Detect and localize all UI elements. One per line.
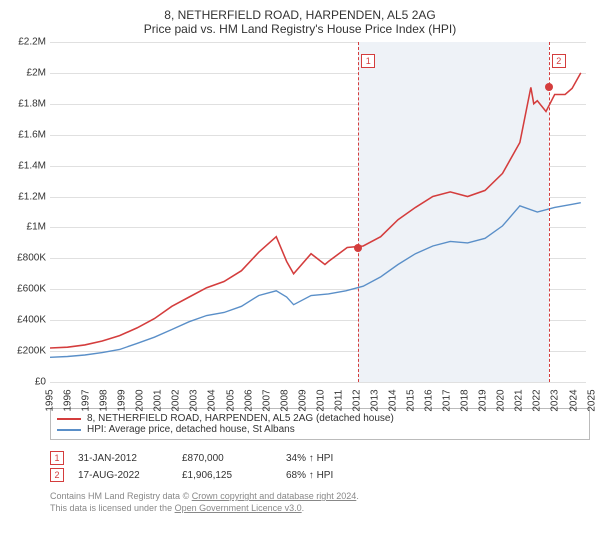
x-tick-label: 2000: [135, 389, 146, 411]
x-tick-label: 2013: [369, 389, 380, 411]
marker-box: 1: [361, 54, 375, 68]
x-tick-label: 2012: [351, 389, 362, 411]
x-tick-label: 2010: [315, 389, 326, 411]
legend-swatch: [57, 418, 81, 420]
line-chart-svg: [50, 42, 586, 382]
footer-link[interactable]: Crown copyright and database right 2024: [192, 491, 357, 501]
x-tick-label: 1996: [63, 389, 74, 411]
x-tick-label: 2021: [514, 389, 525, 411]
marker-dot: [354, 244, 362, 252]
legend-label: 8, NETHERFIELD ROAD, HARPENDEN, AL5 2AG …: [87, 413, 394, 424]
events-table: 1 31-JAN-2012 £870,000 34% ↑ HPI 2 17-AU…: [50, 448, 590, 485]
footer-attribution: Contains HM Land Registry data © Crown c…: [50, 491, 590, 514]
event-price: £870,000: [182, 453, 272, 464]
event-marker-icon: 2: [50, 468, 64, 482]
y-tick-label: £1.6M: [10, 129, 46, 140]
x-tick-label: 2023: [550, 389, 561, 411]
x-tick-label: 2007: [261, 389, 272, 411]
y-tick-label: £1.8M: [10, 98, 46, 109]
x-tick-label: 2011: [333, 390, 344, 412]
x-tick-label: 2014: [387, 389, 398, 411]
chart-title: 8, NETHERFIELD ROAD, HARPENDEN, AL5 2AG: [10, 8, 590, 22]
x-axis: 1995199619971998199920002001200220032004…: [50, 382, 586, 402]
footer-line: Contains HM Land Registry data © Crown c…: [50, 491, 590, 503]
x-tick-label: 2009: [297, 389, 308, 411]
legend-label: HPI: Average price, detached house, St A…: [87, 424, 295, 435]
y-tick-label: £200K: [10, 346, 46, 357]
footer-line: This data is licensed under the Open Gov…: [50, 503, 590, 515]
legend-swatch: [57, 429, 81, 431]
series-line: [50, 203, 581, 358]
x-tick-label: 2002: [171, 389, 182, 411]
event-marker-icon: 1: [50, 451, 64, 465]
series-line: [50, 73, 581, 348]
footer-link[interactable]: Open Government Licence v3.0: [175, 503, 302, 513]
x-tick-label: 2017: [442, 389, 453, 411]
x-tick-label: 2019: [478, 389, 489, 411]
marker-box: 2: [552, 54, 566, 68]
y-tick-label: £800K: [10, 253, 46, 264]
x-tick-label: 2005: [225, 389, 236, 411]
x-tick-label: 2025: [586, 389, 597, 411]
event-date: 31-JAN-2012: [78, 453, 168, 464]
y-tick-label: £1.2M: [10, 191, 46, 202]
x-tick-label: 1997: [81, 389, 92, 411]
x-tick-label: 2003: [189, 389, 200, 411]
y-tick-label: £2M: [10, 67, 46, 78]
x-tick-label: 2015: [406, 389, 417, 411]
y-tick-label: £600K: [10, 284, 46, 295]
y-tick-label: £1.4M: [10, 160, 46, 171]
chart-container: 8, NETHERFIELD ROAD, HARPENDEN, AL5 2AG …: [0, 0, 600, 560]
legend-item: HPI: Average price, detached house, St A…: [57, 424, 583, 435]
event-row: 2 17-AUG-2022 £1,906,125 68% ↑ HPI: [50, 468, 590, 482]
event-delta: 34% ↑ HPI: [286, 453, 376, 464]
x-tick-label: 1999: [117, 389, 128, 411]
event-date: 17-AUG-2022: [78, 470, 168, 481]
event-row: 1 31-JAN-2012 £870,000 34% ↑ HPI: [50, 451, 590, 465]
legend-box: 8, NETHERFIELD ROAD, HARPENDEN, AL5 2AG …: [50, 408, 590, 440]
x-tick-label: 1998: [99, 389, 110, 411]
marker-vline: [549, 42, 550, 382]
x-tick-label: 2024: [568, 389, 579, 411]
marker-vline: [358, 42, 359, 382]
plot-area: 12: [50, 42, 586, 382]
x-tick-label: 2004: [207, 389, 218, 411]
marker-dot: [545, 83, 553, 91]
x-tick-label: 1995: [45, 389, 56, 411]
event-delta: 68% ↑ HPI: [286, 470, 376, 481]
y-tick-label: £400K: [10, 315, 46, 326]
x-tick-label: 2006: [243, 389, 254, 411]
chart-subtitle: Price paid vs. HM Land Registry's House …: [10, 22, 590, 36]
legend-item: 8, NETHERFIELD ROAD, HARPENDEN, AL5 2AG …: [57, 413, 583, 424]
x-tick-label: 2022: [532, 389, 543, 411]
x-tick-label: 2016: [424, 389, 435, 411]
x-tick-label: 2008: [279, 389, 290, 411]
event-price: £1,906,125: [182, 470, 272, 481]
chart-area: £0 £200K £400K £600K £800K £1M £1.2M £1.4M £1.6M…: [10, 42, 590, 402]
x-tick-label: 2018: [460, 389, 471, 411]
x-tick-label: 2001: [153, 389, 164, 411]
y-tick-label: £2.2M: [10, 37, 46, 48]
y-tick-label: £1M: [10, 222, 46, 233]
x-tick-label: 2020: [496, 389, 507, 411]
y-tick-label: £0: [10, 377, 46, 388]
